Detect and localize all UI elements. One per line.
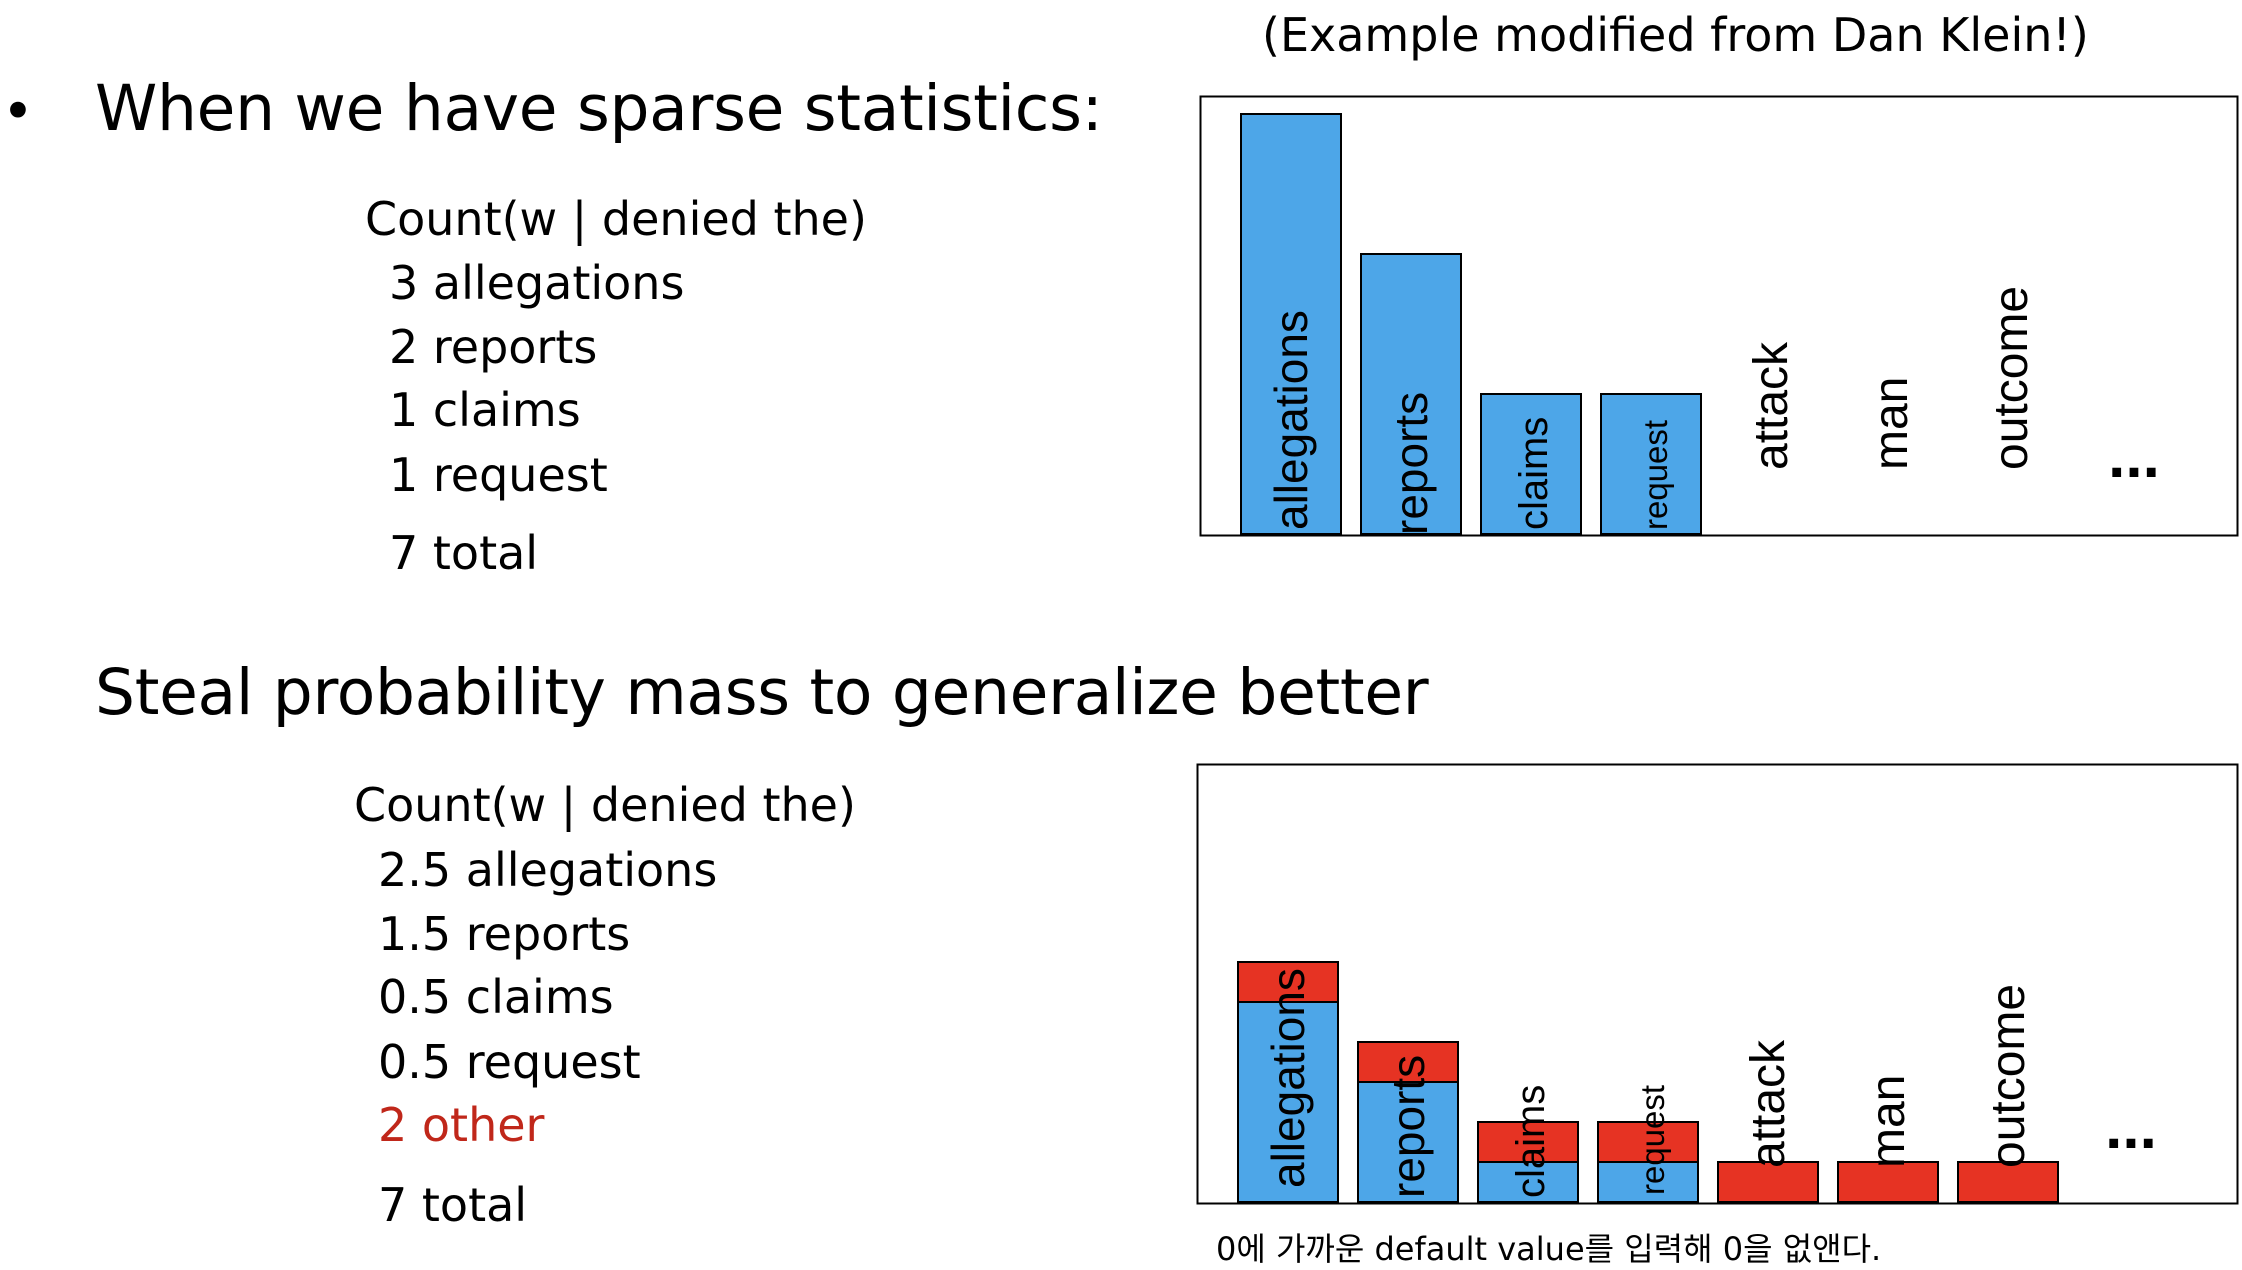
chart-frame [1196, 763, 2239, 1205]
chart-frame [1199, 95, 2239, 537]
bar-request [1597, 1161, 1699, 1203]
top-count-line: 1 claims [389, 383, 581, 437]
bar-label: reports [1385, 392, 1437, 535]
bar-man-smoothing [1837, 1161, 1939, 1203]
bar-label: outcome [1985, 286, 2038, 470]
bar-attack-smoothing [1717, 1161, 1819, 1203]
bar-label: man [1865, 377, 1918, 470]
bar-reports-smoothing [1357, 1041, 1459, 1083]
bottom-count-other: 2 other [378, 1098, 545, 1152]
bar-label: allegations [1265, 310, 1317, 530]
top-count-line: 3 allegations [389, 256, 685, 310]
bar-allegations [1240, 113, 1342, 535]
bar-label: attack [1742, 1039, 1795, 1168]
bar-outcome-smoothing [1957, 1161, 2059, 1203]
top-count-total: 7 total [389, 526, 539, 580]
bar-label: allegations [1262, 968, 1314, 1188]
bottom-count-line: 0.5 request [378, 1035, 641, 1089]
bar-label: reports [1382, 1055, 1434, 1198]
chart-ellipsis: ... [2108, 422, 2160, 491]
chart-ellipsis: ... [2105, 1093, 2157, 1162]
bar-request [1600, 393, 1702, 535]
bar-reports [1360, 253, 1462, 535]
credit-note: (Example modified from Dan Klein!) [1262, 8, 2089, 62]
heading-steal-mass: Steal probability mass to generalize bet… [95, 656, 1429, 729]
bar-label: man [1862, 1075, 1915, 1168]
bar-request-smoothing [1597, 1121, 1699, 1163]
bottom-count-line: 2.5 allegations [378, 843, 718, 897]
bar-label: outcome [1982, 984, 2035, 1168]
top-count-line: 2 reports [389, 320, 598, 374]
bar-claims [1480, 393, 1582, 535]
bar-claims [1477, 1161, 1579, 1203]
chart-caption: 0에 가까운 default value를 입력해 0을 없앤다. [1216, 1230, 1882, 1268]
bar-claims-smoothing [1477, 1121, 1579, 1163]
heading-sparse-statistics: When we have sparse statistics: [95, 72, 1103, 145]
bottom-count-line: 1.5 reports [378, 907, 631, 961]
bar-label: attack [1745, 341, 1798, 470]
bar-label: request [1637, 420, 1674, 530]
bottom-counts-header: Count(w | denied the) [354, 778, 856, 832]
bar-reports [1357, 1081, 1459, 1203]
top-count-line: 1 request [389, 448, 608, 502]
bullet-glyph: • [2, 80, 34, 143]
bottom-count-total: 7 total [378, 1178, 528, 1232]
bottom-count-line: 0.5 claims [378, 970, 614, 1024]
top-counts-header: Count(w | denied the) [365, 192, 867, 246]
bar-label: claims [1509, 1085, 1553, 1198]
bottom-bar-chart: allegations reports claims request attack man… [1196, 763, 2239, 1205]
bar-label: claims [1512, 417, 1556, 530]
bar-allegations-smoothing [1237, 961, 1339, 1003]
bar-label: request [1634, 1085, 1671, 1195]
top-bar-chart: allegations reports claims request attack man… [1199, 95, 2239, 537]
